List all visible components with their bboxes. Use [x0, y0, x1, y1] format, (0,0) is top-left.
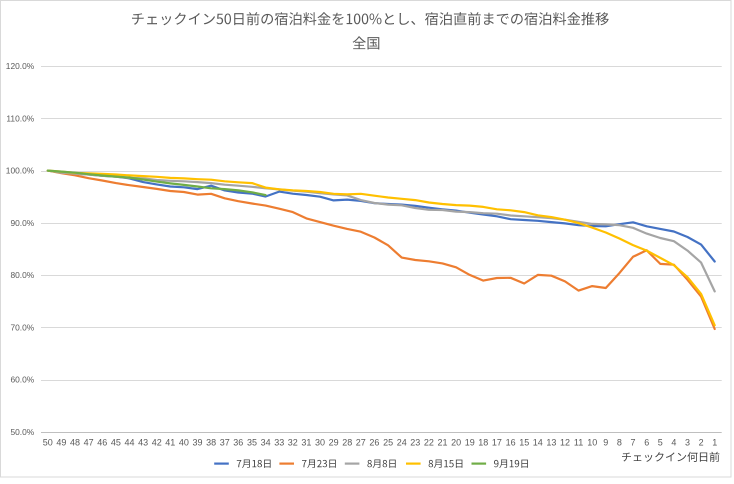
svg-text:120.0%: 120.0% [6, 61, 35, 71]
svg-text:60.0%: 60.0% [10, 375, 34, 385]
svg-text:50: 50 [43, 438, 53, 448]
svg-text:2: 2 [699, 438, 704, 448]
svg-text:110.0%: 110.0% [6, 113, 34, 123]
svg-text:3: 3 [685, 438, 690, 448]
svg-text:49: 49 [56, 438, 66, 448]
svg-text:100.0%: 100.0% [6, 166, 35, 176]
svg-text:10: 10 [587, 438, 597, 448]
svg-text:20: 20 [451, 438, 461, 448]
svg-text:26: 26 [369, 438, 379, 448]
svg-text:9: 9 [603, 438, 608, 448]
svg-text:5: 5 [658, 438, 663, 448]
svg-text:39: 39 [192, 438, 202, 448]
svg-text:16: 16 [506, 438, 516, 448]
svg-text:35: 35 [247, 438, 257, 448]
svg-text:24: 24 [397, 438, 407, 448]
svg-text:38: 38 [206, 438, 216, 448]
svg-text:6: 6 [644, 438, 649, 448]
svg-text:32: 32 [288, 438, 298, 448]
svg-text:70.0%: 70.0% [10, 322, 34, 332]
svg-text:25: 25 [383, 438, 393, 448]
svg-text:18: 18 [478, 438, 488, 448]
svg-text:30: 30 [315, 438, 325, 448]
svg-text:23: 23 [410, 438, 420, 448]
svg-text:28: 28 [342, 438, 352, 448]
svg-text:14: 14 [533, 438, 543, 448]
svg-text:42: 42 [152, 438, 162, 448]
svg-text:15: 15 [519, 438, 529, 448]
svg-text:36: 36 [233, 438, 243, 448]
svg-text:17: 17 [492, 438, 502, 448]
svg-text:90.0%: 90.0% [10, 218, 34, 228]
svg-text:34: 34 [261, 438, 271, 448]
svg-text:27: 27 [356, 438, 366, 448]
svg-text:29: 29 [329, 438, 339, 448]
svg-text:4: 4 [671, 438, 676, 448]
svg-text:80.0%: 80.0% [10, 270, 34, 280]
svg-text:50.0%: 50.0% [10, 427, 34, 437]
svg-text:37: 37 [220, 438, 230, 448]
svg-text:11: 11 [574, 438, 583, 448]
svg-text:44: 44 [124, 438, 134, 448]
svg-text:19: 19 [465, 438, 475, 448]
svg-text:12: 12 [560, 438, 570, 448]
svg-text:47: 47 [84, 438, 94, 448]
svg-text:45: 45 [111, 438, 121, 448]
svg-text:21: 21 [437, 438, 447, 448]
svg-text:7: 7 [630, 438, 635, 448]
svg-text:31: 31 [301, 438, 311, 448]
svg-text:48: 48 [70, 438, 80, 448]
svg-text:8: 8 [617, 438, 622, 448]
svg-text:13: 13 [546, 438, 556, 448]
svg-text:22: 22 [424, 438, 434, 448]
svg-text:46: 46 [97, 438, 107, 448]
svg-text:41: 41 [165, 438, 175, 448]
svg-text:43: 43 [138, 438, 148, 448]
svg-text:33: 33 [274, 438, 284, 448]
svg-text:40: 40 [179, 438, 189, 448]
svg-text:1: 1 [712, 438, 717, 448]
